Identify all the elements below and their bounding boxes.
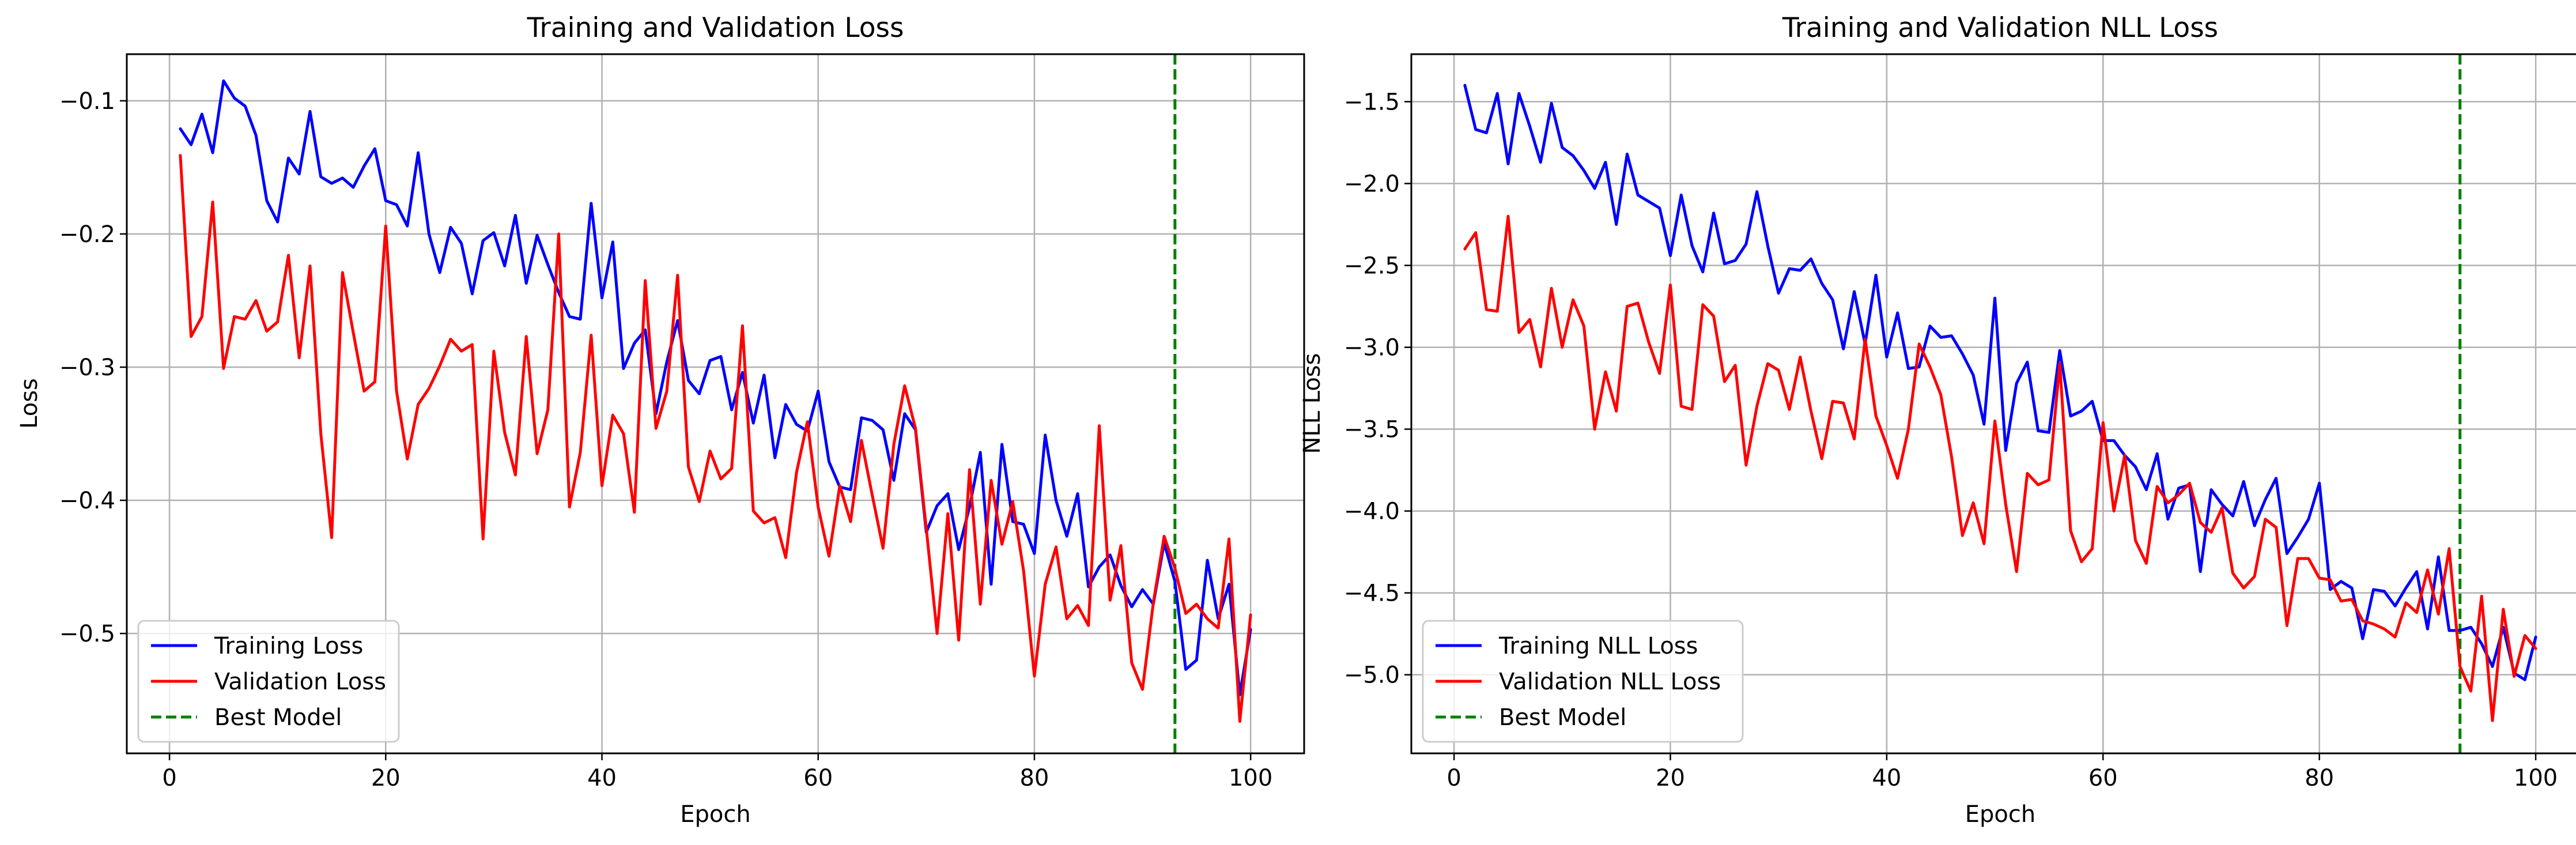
y-axis-label: NLL Loss xyxy=(1299,353,1325,454)
y-tick-label: −3.0 xyxy=(1344,334,1400,361)
y-tick-label: −0.1 xyxy=(59,88,115,115)
nll-loss-panel: Training and Validation NLL Loss 0 20 40 60… xyxy=(1299,12,2576,828)
x-axis-label: Epoch xyxy=(1965,801,2035,828)
x-tick-label: 80 xyxy=(2305,765,2334,791)
x-tick-label: 20 xyxy=(371,765,401,791)
y-ticks: −5.0 −4.5 −4.0 −3.5 −3.0 −2.5 −2.0 −1.5 xyxy=(1344,89,1411,689)
y-tick-label: −0.3 xyxy=(59,354,115,381)
x-tick-label: 60 xyxy=(2088,765,2118,791)
y-tick-label: −3.5 xyxy=(1344,417,1400,443)
x-tick-label: 40 xyxy=(587,765,617,791)
chart-title: Training and Validation NLL Loss xyxy=(1782,12,2218,44)
legend-box xyxy=(1422,620,1744,743)
legend: Training NLL Loss Validation NLL Loss Be… xyxy=(1422,620,1744,743)
x-ticks: 0 20 40 60 80 100 xyxy=(162,753,1272,791)
validation-series-line xyxy=(179,154,1252,723)
loss-panel: Training and Validation Loss 0 20 40 60 80 10… xyxy=(16,12,1305,828)
legend-label-training: Training Loss xyxy=(214,633,363,659)
y-tick-label: −0.5 xyxy=(59,621,115,647)
plot-frame xyxy=(126,53,1305,755)
y-tick-label: −0.2 xyxy=(59,221,115,248)
x-tick-label: 100 xyxy=(1229,765,1272,791)
x-tick-label: 0 xyxy=(162,765,176,791)
x-axis-label: Epoch xyxy=(680,801,750,828)
x-tick-label: 100 xyxy=(2514,765,2558,791)
grid xyxy=(127,54,1304,753)
y-tick-label: −5.0 xyxy=(1344,662,1400,689)
legend-label-validation: Validation NLL Loss xyxy=(1499,669,1721,695)
series-lines xyxy=(179,79,1252,723)
legend-box xyxy=(137,620,400,743)
y-axis-label: Loss xyxy=(16,378,43,429)
x-tick-label: 0 xyxy=(1446,765,1461,791)
y-ticks: −0.5 −0.4 −0.3 −0.2 −0.1 xyxy=(59,88,127,647)
legend-label-best-model: Best Model xyxy=(1499,704,1626,731)
x-ticks: 0 20 40 60 80 100 xyxy=(1446,753,2558,791)
series-lines xyxy=(1463,84,2537,722)
y-tick-label: −2.0 xyxy=(1344,171,1400,197)
legend-label-training: Training NLL Loss xyxy=(1498,633,1698,659)
validation-series-line xyxy=(1463,214,2537,722)
y-tick-label: −0.4 xyxy=(59,488,115,514)
chart-title: Training and Validation Loss xyxy=(527,12,904,44)
legend-label-best-model: Best Model xyxy=(214,704,342,731)
x-tick-label: 40 xyxy=(1872,765,1901,791)
y-tick-label: −4.0 xyxy=(1344,499,1400,525)
y-tick-label: −4.5 xyxy=(1344,580,1400,607)
y-tick-label: −2.5 xyxy=(1344,252,1400,279)
plot-frame xyxy=(1410,53,2576,755)
x-tick-label: 20 xyxy=(1656,765,1685,791)
legend: Training Loss Validation Loss Best Model xyxy=(137,620,400,743)
x-tick-label: 60 xyxy=(803,765,833,791)
training-series-line xyxy=(179,79,1252,696)
y-tick-label: −1.5 xyxy=(1344,89,1400,115)
training-series-line xyxy=(1463,84,2537,681)
x-tick-label: 80 xyxy=(1019,765,1049,791)
legend-label-validation: Validation Loss xyxy=(214,669,386,695)
